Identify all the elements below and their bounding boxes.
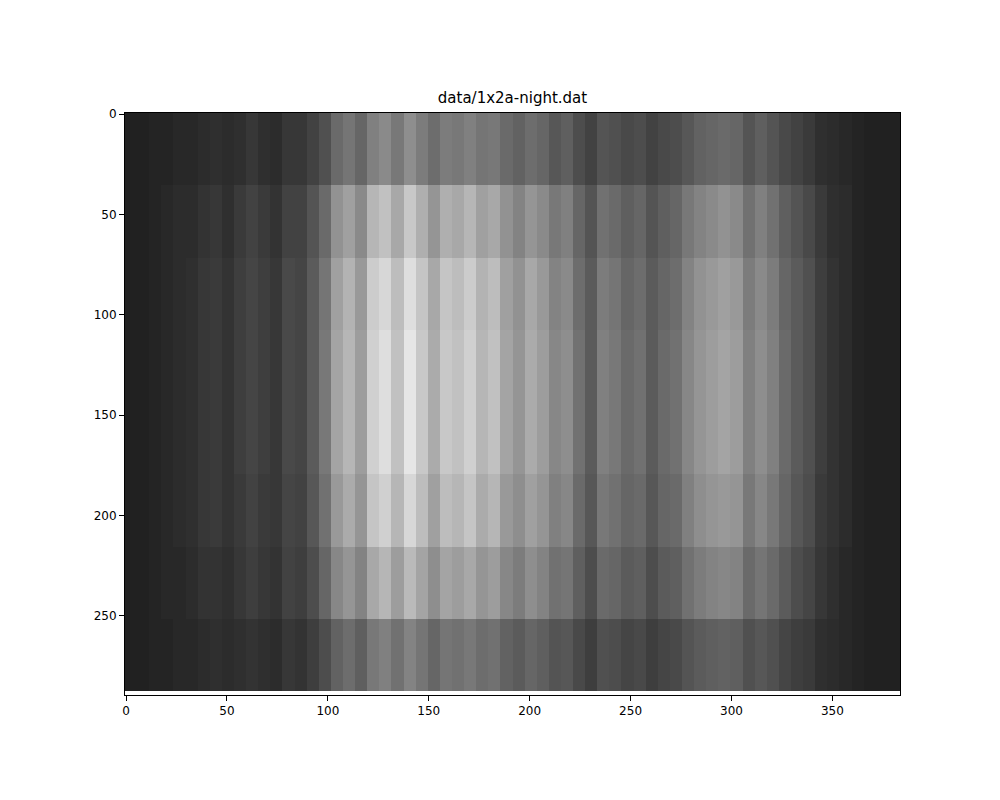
- svg-text:50: 50: [101, 208, 116, 222]
- svg-text:50: 50: [219, 704, 234, 718]
- svg-text:250: 250: [94, 609, 117, 623]
- svg-text:300: 300: [720, 704, 743, 718]
- svg-text:150: 150: [94, 408, 117, 422]
- svg-text:150: 150: [417, 704, 440, 718]
- svg-text:100: 100: [94, 308, 117, 322]
- svg-text:0: 0: [122, 704, 130, 718]
- svg-text:0: 0: [109, 107, 117, 121]
- svg-text:250: 250: [619, 704, 642, 718]
- svg-text:200: 200: [94, 509, 117, 523]
- svg-text:data/1x2a-night.dat: data/1x2a-night.dat: [438, 89, 587, 107]
- svg-text:100: 100: [316, 704, 339, 718]
- svg-text:200: 200: [518, 704, 541, 718]
- svg-text:350: 350: [821, 704, 844, 718]
